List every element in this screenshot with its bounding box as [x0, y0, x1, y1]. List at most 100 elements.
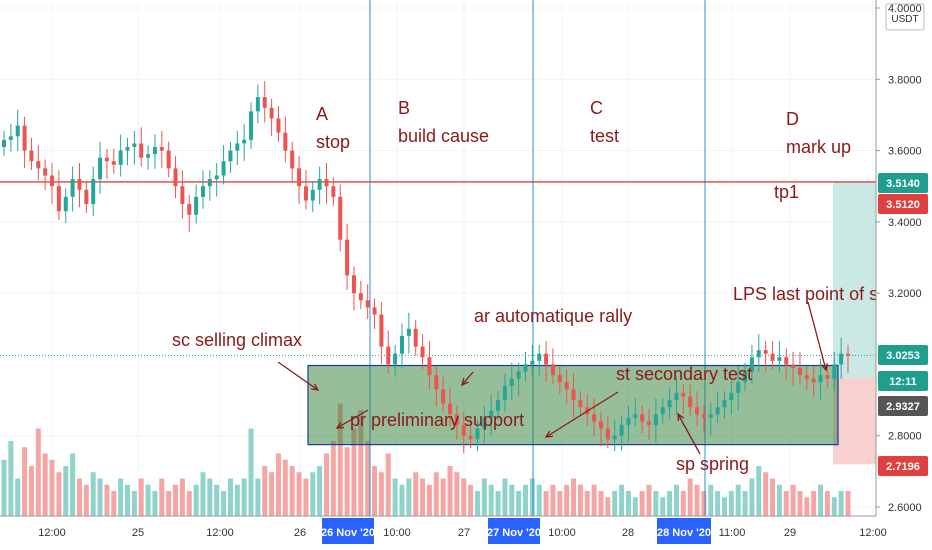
candle-body [763, 350, 768, 354]
volume-bar [296, 472, 302, 516]
date-highlight [322, 518, 374, 544]
volume-bar [8, 441, 14, 516]
volume-bar [269, 472, 275, 516]
phase-b-label: build cause [398, 126, 489, 146]
volume-bar [200, 472, 206, 516]
candle-body [640, 414, 645, 422]
candle-body [146, 154, 151, 158]
volume-bar [529, 478, 535, 516]
candle-body [111, 161, 116, 165]
candle-body [187, 204, 192, 215]
arrow-head [335, 421, 345, 429]
volume-bar [577, 484, 583, 516]
volume-bar [522, 484, 528, 516]
candle-body [139, 143, 144, 158]
candle-body [290, 150, 295, 169]
time-ticks: 12:00 25 12:00 26 10:00 27 10:00 28 11:00 29 12:00… [38, 518, 887, 544]
candle-body [619, 425, 624, 436]
volume-bar [282, 459, 288, 516]
volume-bar [591, 484, 597, 516]
candle-body [255, 97, 260, 112]
volume-bar [166, 491, 172, 516]
candle-body [605, 428, 610, 440]
trading-range-box[interactable] [307, 364, 839, 446]
volume-bar [708, 484, 714, 516]
candle-body [98, 157, 103, 180]
price-tick-label: 3.6000 [888, 146, 922, 158]
candle-body [612, 435, 617, 440]
time-axis[interactable] [0, 515, 932, 550]
volume-bar [694, 484, 700, 516]
candle-body [221, 161, 226, 176]
volume-bar [330, 441, 336, 516]
candle-body [667, 400, 672, 408]
volume-bar [625, 491, 631, 516]
volume-bar [303, 478, 309, 516]
time-tick-label: 10:00 [383, 527, 411, 539]
candle-body [228, 150, 233, 162]
volume-bar [248, 428, 254, 516]
volume-bar [344, 447, 350, 516]
volume-bar [365, 441, 371, 516]
candle-body [482, 417, 487, 429]
sp-label: sp spring [676, 454, 749, 474]
phase-d-letter: D [786, 109, 799, 129]
volume-bar [516, 491, 522, 516]
candle-body [297, 168, 302, 187]
candle-body [578, 400, 583, 408]
candle-body [324, 179, 329, 187]
currency-badge[interactable] [885, 3, 925, 31]
phase-c-letter: C [590, 98, 603, 118]
volume-bar [111, 491, 117, 516]
volume-bar [831, 497, 837, 516]
volume-bar [138, 478, 144, 516]
price-tick-label: 4.0000 [888, 3, 922, 15]
volume-bar [481, 478, 487, 516]
candle-body [358, 293, 363, 301]
candle-body [180, 186, 185, 205]
volume-bar [289, 466, 295, 516]
volume-bar [536, 484, 542, 516]
candle-body [825, 375, 830, 379]
date-highlight [488, 518, 540, 544]
volume-bar [337, 403, 343, 516]
price-tick-label: 3.4000 [888, 217, 922, 229]
candle-body [420, 346, 425, 358]
candle-body [550, 364, 555, 376]
candle-body [104, 157, 109, 162]
volume-bar [639, 491, 645, 516]
candle-body [379, 314, 384, 347]
volume-bar [275, 453, 281, 516]
candle-body [63, 196, 68, 212]
volume-bar [660, 497, 666, 516]
arrow-head [461, 378, 469, 387]
target-zone [833, 181, 876, 378]
phase-c-label: test [590, 126, 619, 146]
volume-bar [646, 484, 652, 516]
volume-bar [776, 484, 782, 516]
volume-bar [159, 478, 165, 516]
candle-body [132, 143, 137, 148]
candle-body [36, 161, 41, 169]
volume-bar [351, 428, 357, 516]
price-tag [878, 194, 928, 214]
volume-bar [619, 484, 625, 516]
volume-bar [433, 472, 439, 516]
date-highlight [657, 518, 711, 544]
annotation-arrow [461, 371, 474, 386]
volume-bar [42, 453, 48, 516]
volume-bar [653, 491, 659, 516]
candle-body [406, 328, 411, 336]
volume-bars [1, 403, 851, 516]
annotations: A stop B build cause C test D mark up tp… [172, 98, 888, 474]
price-tag-label: 3.5120 [886, 199, 920, 211]
price-tag [878, 456, 928, 476]
candle-body [846, 353, 850, 356]
volume-bar [310, 472, 316, 516]
volume-bar [783, 491, 789, 516]
sc-label: sc selling climax [172, 330, 302, 350]
candle-body [660, 407, 665, 415]
phase-a-label: stop [316, 132, 350, 152]
volume-bar [22, 447, 28, 516]
